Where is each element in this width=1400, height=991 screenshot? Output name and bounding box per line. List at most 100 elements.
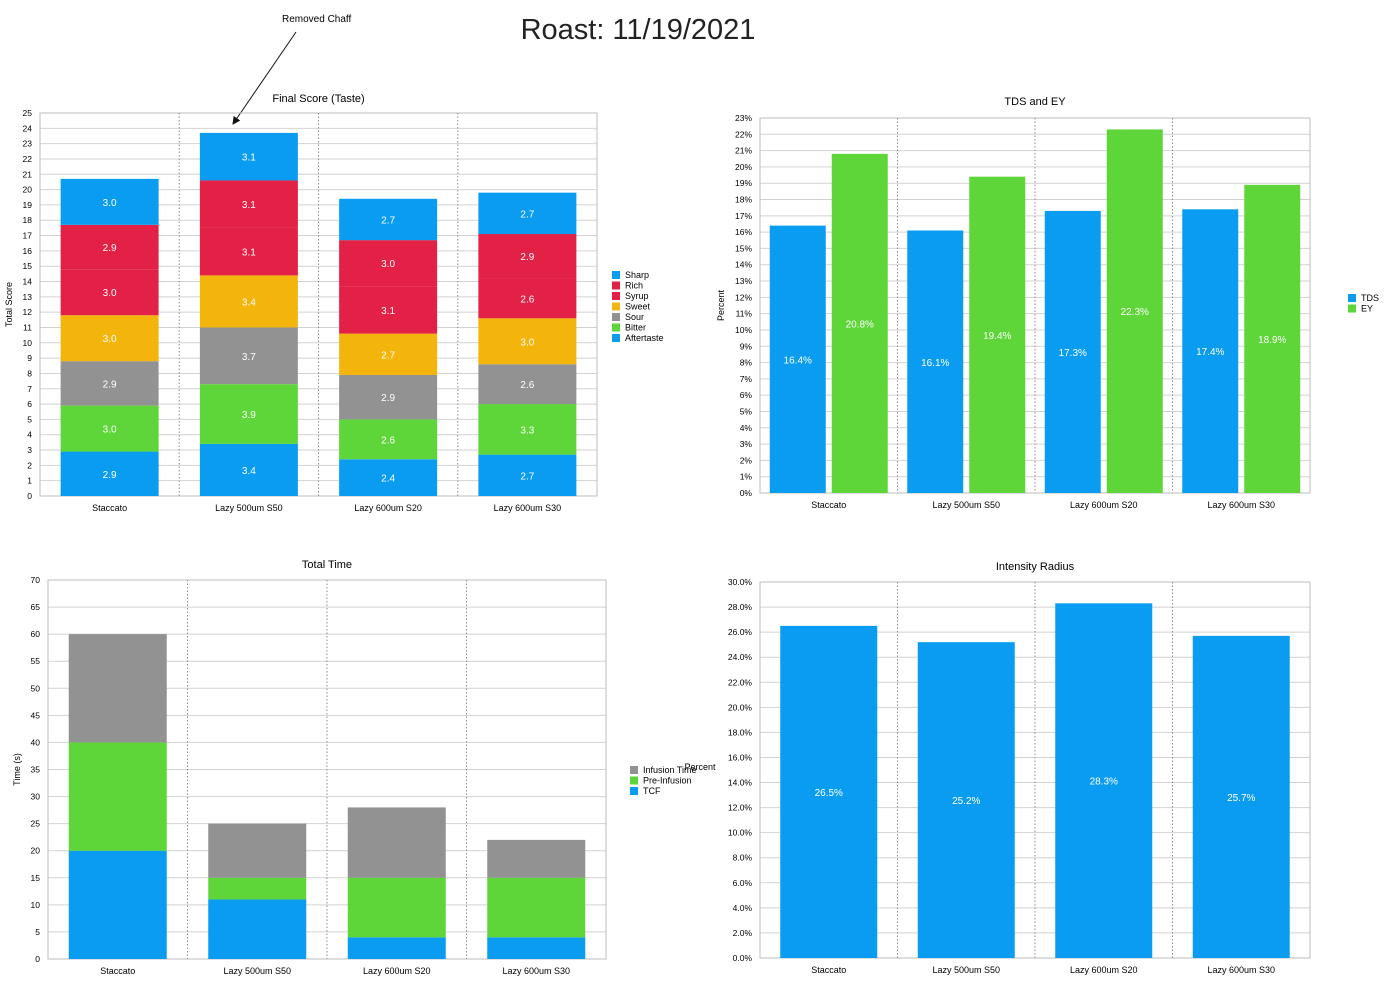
bar-sharp bbox=[339, 198, 438, 241]
legend-label-ey: EY bbox=[1361, 304, 1373, 314]
y-tick-label: 22% bbox=[735, 129, 752, 139]
data-label: 2.7 bbox=[381, 350, 395, 361]
y-tick-label: 26.0% bbox=[728, 627, 753, 637]
y-tick-label: 16% bbox=[735, 227, 752, 237]
y-tick-label: 1 bbox=[27, 476, 32, 486]
data-label: 2.4 bbox=[381, 474, 395, 485]
annotation-label: Removed Chaff bbox=[282, 14, 352, 25]
y-tick-label: 0 bbox=[27, 491, 32, 501]
y-tick-label: 21% bbox=[735, 146, 752, 156]
legend-label-rich: Rich bbox=[625, 281, 643, 291]
y-axis-label: Time (s) bbox=[12, 753, 22, 786]
legend-label-pre-infusion: Pre-Infusion bbox=[643, 776, 692, 786]
legend-swatch-sweet bbox=[612, 302, 620, 311]
data-label: 3.0 bbox=[520, 337, 534, 348]
y-tick-label: 14 bbox=[23, 277, 33, 287]
data-label: 17.4% bbox=[1196, 347, 1224, 358]
bar-pre-infusion bbox=[347, 877, 446, 938]
y-tick-label: 24.0% bbox=[728, 652, 753, 662]
intensity-radius-chart: Intensity Radius Percent 0.0% 2.0% 4.0% 6.0% 8… bbox=[684, 561, 1311, 975]
bar-intensity bbox=[780, 625, 878, 958]
bar-intensity bbox=[1055, 603, 1153, 958]
y-tick-label: 18.0% bbox=[728, 727, 753, 737]
bar-syrup bbox=[60, 269, 159, 316]
data-label: 3.1 bbox=[381, 306, 395, 317]
chart-title: TDS and EY bbox=[1004, 96, 1066, 108]
data-label: 2.9 bbox=[103, 243, 117, 254]
bar-sharp bbox=[478, 192, 577, 235]
bar-tds bbox=[1044, 210, 1101, 493]
data-label: 17.3% bbox=[1059, 348, 1087, 359]
bar-sour bbox=[60, 361, 159, 406]
x-tick-label: Lazy 500um S50 bbox=[932, 965, 1000, 975]
legend-label-tds: TDS bbox=[1361, 293, 1379, 303]
bar-infusion-time bbox=[347, 807, 446, 878]
bar-syrup bbox=[339, 286, 438, 334]
data-label: 3.0 bbox=[103, 198, 117, 209]
data-label: 3.0 bbox=[103, 425, 117, 436]
y-tick-label: 0 bbox=[35, 954, 40, 964]
y-tick-label: 23% bbox=[735, 113, 752, 123]
bar-pre-infusion bbox=[68, 742, 167, 851]
y-tick-label: 9% bbox=[740, 341, 753, 351]
y-tick-label: 11 bbox=[23, 322, 32, 332]
y-tick-label: 60 bbox=[31, 629, 41, 639]
bar-sweet bbox=[199, 275, 298, 328]
page-title: Roast: 11/19/2021 bbox=[520, 14, 756, 46]
data-label: 3.9 bbox=[242, 410, 256, 421]
y-tick-label: 6% bbox=[740, 390, 753, 400]
data-label: 20.8% bbox=[846, 319, 874, 330]
x-tick-label: Lazy 500um S50 bbox=[932, 500, 1000, 510]
legend-label-aftertaste: Aftertaste bbox=[625, 333, 664, 343]
y-tick-label: 70 bbox=[31, 575, 41, 585]
data-label: 2.6 bbox=[520, 294, 534, 305]
data-label: 2.7 bbox=[520, 209, 534, 220]
y-tick-label: 20.0% bbox=[728, 702, 753, 712]
data-label: 16.1% bbox=[921, 358, 949, 369]
total-time-chart: Total Time Time (s) 0 5 10 15 20 25 30 35 40 45 50 55… bbox=[12, 559, 697, 976]
y-tick-label: 18% bbox=[735, 195, 752, 205]
y-tick-label: 8.0% bbox=[733, 853, 753, 863]
data-label: 2.9 bbox=[381, 393, 395, 404]
y-tick-label: 13 bbox=[23, 292, 33, 302]
y-tick-label: 5% bbox=[740, 406, 753, 416]
bar-aftertaste bbox=[339, 459, 438, 496]
y-tick-label: 3% bbox=[740, 439, 753, 449]
y-tick-label: 40 bbox=[31, 737, 41, 747]
y-tick-label: 18 bbox=[23, 215, 33, 225]
legend-label-infusion-time: Infusion Time bbox=[643, 765, 697, 775]
bar-sharp bbox=[60, 178, 159, 225]
legend-swatch-tcf bbox=[630, 787, 638, 795]
y-tick-label: 6.0% bbox=[733, 878, 753, 888]
data-label: 3.0 bbox=[103, 288, 117, 299]
chart-title: Final Score (Taste) bbox=[272, 93, 364, 105]
bar-infusion-time bbox=[208, 823, 307, 878]
y-tick-label: 14% bbox=[735, 260, 752, 270]
y-tick-label: 14.0% bbox=[728, 778, 753, 788]
y-tick-label: 15 bbox=[23, 261, 33, 271]
y-tick-label: 12.0% bbox=[728, 803, 753, 813]
final-score-chart: Final Score (Taste)Total Score0123456789… bbox=[4, 93, 664, 513]
legend-swatch-rich bbox=[612, 281, 620, 290]
data-label: 3.1 bbox=[242, 248, 256, 259]
bar-sharp bbox=[199, 132, 298, 181]
bar-ey bbox=[831, 153, 888, 493]
y-tick-label: 23 bbox=[23, 139, 33, 149]
y-tick-label: 7 bbox=[27, 384, 32, 394]
data-label: 2.7 bbox=[381, 215, 395, 226]
y-tick-label: 21 bbox=[23, 169, 33, 179]
y-tick-label: 25 bbox=[31, 819, 41, 829]
y-axis-label: Percent bbox=[716, 289, 726, 321]
bar-aftertaste bbox=[478, 454, 577, 496]
legend-label-sweet: Sweet bbox=[625, 302, 651, 312]
data-label: 3.3 bbox=[520, 425, 534, 436]
bar-rich bbox=[339, 240, 438, 287]
chart-title: Intensity Radius bbox=[996, 561, 1075, 573]
data-label: 2.7 bbox=[520, 471, 534, 482]
y-tick-label: 5 bbox=[27, 414, 32, 424]
data-label: 19.4% bbox=[983, 331, 1011, 342]
bar-pre-infusion bbox=[208, 877, 307, 900]
y-tick-label: 22 bbox=[23, 154, 33, 164]
